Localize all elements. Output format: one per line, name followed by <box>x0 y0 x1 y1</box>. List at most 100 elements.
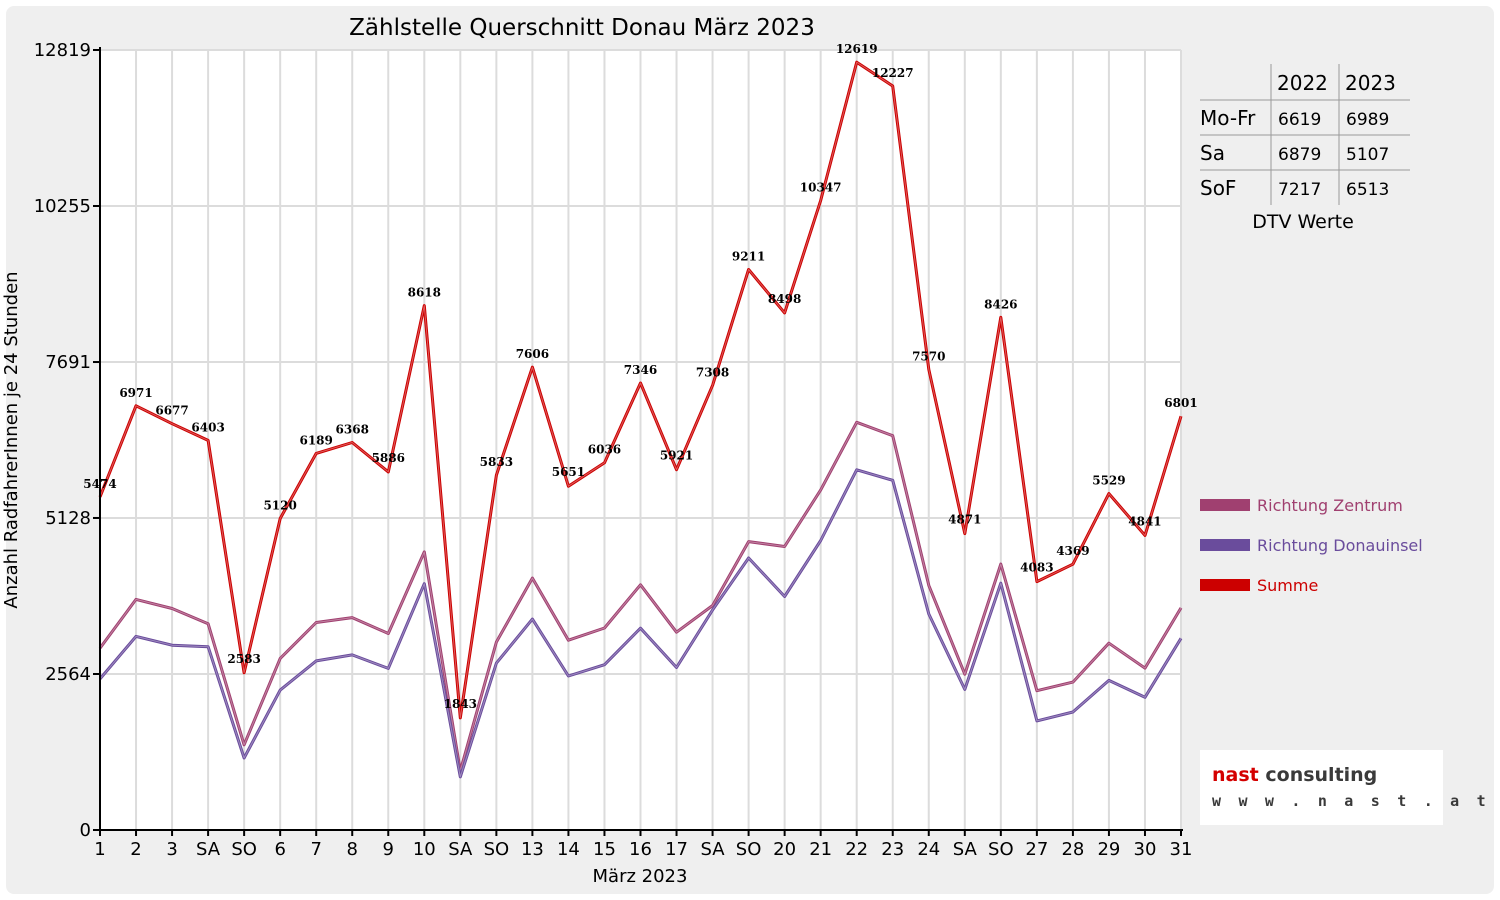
nast-consulting-logo: nast consulting w w w . n a s t . a t <box>1200 750 1486 825</box>
data-label: 4369 <box>1056 544 1089 558</box>
legend-label: Richtung Donauinsel <box>1257 536 1423 555</box>
table-cell: SoF <box>1200 176 1236 200</box>
data-label: 12619 <box>836 42 878 56</box>
x-tick-label: SA <box>953 839 978 860</box>
data-label: 5651 <box>552 465 585 479</box>
legend-swatch <box>1200 539 1250 551</box>
x-tick-label: SO <box>231 839 257 860</box>
x-tick-label: 31 <box>1170 839 1193 860</box>
data-label: 7346 <box>624 363 657 377</box>
x-tick-label: SA <box>196 839 221 860</box>
x-tick-label: 3 <box>166 839 177 860</box>
data-label: 4083 <box>1020 561 1053 575</box>
legend-label: Richtung Zentrum <box>1257 496 1403 515</box>
x-tick-label: SA <box>448 839 473 860</box>
data-label: 7308 <box>696 365 729 379</box>
y-tick-label: 12819 <box>34 40 91 61</box>
y-tick-label: 10255 <box>34 196 91 217</box>
data-label: 10347 <box>800 180 842 194</box>
x-tick-label: SO <box>988 839 1014 860</box>
table-cell: 6989 <box>1346 110 1389 130</box>
x-tick-label: 16 <box>629 839 652 860</box>
x-tick-label: 6 <box>274 839 285 860</box>
data-label: 1843 <box>444 697 477 711</box>
x-tick-label: 1 <box>94 839 105 860</box>
series-line-2 <box>98 60 1183 720</box>
chart-title: Zählstelle Querschnitt Donau März 2023 <box>349 15 815 41</box>
legend: Richtung Zentrum Richtung Donauinsel Summe <box>1200 496 1423 595</box>
table-header: 2023 <box>1345 71 1396 95</box>
table-cell: 6879 <box>1278 145 1321 165</box>
table-cell: 6513 <box>1346 180 1389 200</box>
legend-swatch <box>1200 499 1250 511</box>
table-cell: 6619 <box>1278 110 1321 130</box>
table-cell: Sa <box>1200 141 1225 165</box>
data-label: 7606 <box>516 347 549 361</box>
series-line-highlight-2 <box>99 61 1182 719</box>
data-label: 9211 <box>732 250 765 264</box>
table-cell: Mo-Fr <box>1200 106 1256 130</box>
x-tick-label: 15 <box>593 839 616 860</box>
series-line-0 <box>98 420 1183 773</box>
table-cell: 5107 <box>1346 145 1389 165</box>
x-tick-label: 2 <box>130 839 141 860</box>
y-tick-label: 2564 <box>45 664 91 685</box>
x-tick-labels: 1 2 3 SA SO 6 7 8 9 10 SA SO 13 14 15 16 17 SA SO 20 21 22 23 2… <box>94 839 1192 860</box>
axes <box>93 47 1183 836</box>
data-label: 6368 <box>336 423 369 437</box>
x-axis-label: März 2023 <box>593 866 688 887</box>
data-label: 6971 <box>119 386 152 400</box>
x-tick-label: 13 <box>521 839 544 860</box>
x-tick-label: SA <box>701 839 726 860</box>
dtv-table: 2022 2023 Mo-Fr 6619 6989 Sa 6879 5107 SoF 7217 65… <box>1200 64 1410 233</box>
x-tick-label: SO <box>484 839 510 860</box>
legend-label: Summe <box>1257 576 1318 595</box>
data-labels: 5474697166776403258351206189636858868618… <box>83 42 1197 711</box>
data-label: 8618 <box>408 286 441 300</box>
data-label: 5529 <box>1092 474 1125 488</box>
table-caption: DTV Werte <box>1252 211 1354 233</box>
series-line-highlight-0 <box>99 421 1182 772</box>
x-tick-label: 7 <box>310 839 321 860</box>
data-label: 2583 <box>227 652 260 666</box>
series-lines <box>98 60 1183 779</box>
data-label: 6403 <box>191 420 224 434</box>
data-label: 6036 <box>588 443 621 457</box>
x-tick-label: 27 <box>1025 839 1048 860</box>
series-line-1 <box>98 468 1183 779</box>
x-tick-label: 17 <box>665 839 688 860</box>
data-label: 6189 <box>299 433 332 447</box>
data-label: 12227 <box>872 66 914 80</box>
legend-swatch <box>1200 579 1250 591</box>
x-tick-label: 9 <box>383 839 394 860</box>
x-tick-label: 8 <box>347 839 358 860</box>
y-tick-label: 0 <box>80 820 91 841</box>
data-label: 4841 <box>1128 514 1161 528</box>
data-label: 5921 <box>660 449 693 463</box>
logo-brand: nast consulting <box>1212 764 1378 786</box>
x-tick-label: 28 <box>1061 839 1084 860</box>
x-tick-label: 21 <box>809 839 832 860</box>
x-tick-label: 29 <box>1097 839 1120 860</box>
data-label: 7570 <box>912 349 945 363</box>
data-label: 6677 <box>155 404 188 418</box>
x-tick-label: 24 <box>917 839 940 860</box>
y-axis-label: Anzahl RadfahrerInnen je 24 Stunden <box>1 271 22 608</box>
data-label: 8498 <box>768 292 801 306</box>
data-label: 5886 <box>372 451 405 465</box>
x-tick-label: 20 <box>773 839 796 860</box>
x-tick-label: 22 <box>845 839 868 860</box>
x-tick-label: 30 <box>1134 839 1157 860</box>
y-tick-label: 7691 <box>45 352 91 373</box>
x-tick-label: SO <box>736 839 762 860</box>
series-line-highlight-1 <box>99 469 1182 778</box>
x-tick-label: 14 <box>557 839 580 860</box>
data-label: 8426 <box>984 297 1017 311</box>
data-label: 5833 <box>480 455 513 469</box>
table-header: 2022 <box>1277 71 1328 95</box>
data-label: 4871 <box>948 513 981 527</box>
logo-url: w w w . n a s t . a t <box>1212 792 1490 810</box>
y-tick-label: 5128 <box>45 508 91 529</box>
data-label: 6801 <box>1164 396 1197 410</box>
